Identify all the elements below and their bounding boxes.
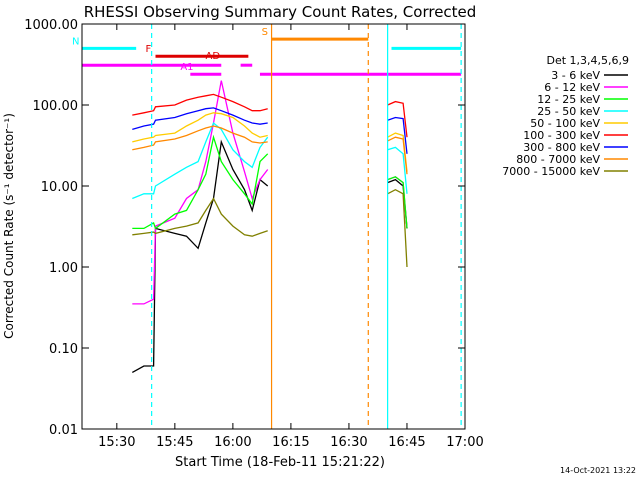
vertical-markers	[151, 24, 462, 429]
flag-label: AD	[206, 51, 221, 62]
series-line	[132, 125, 408, 175]
flag-label: A1	[180, 62, 193, 73]
chart-title: RHESSI Observing Summary Count Rates, Co…	[84, 3, 477, 21]
x-tick-label: 17:00	[446, 435, 483, 450]
flag-label: N	[72, 36, 79, 47]
legend-label: 6 - 12 keV	[544, 81, 600, 94]
series-line	[132, 107, 408, 154]
x-tick-label: 16:15	[272, 435, 309, 450]
series-line	[132, 93, 408, 138]
x-tick-label: 15:45	[156, 435, 193, 450]
y-tick-label: 1000.00	[24, 18, 78, 33]
legend-title: Det 1,3,4,5,6,9	[546, 54, 629, 67]
legend-label: 50 - 100 keV	[530, 117, 600, 130]
legend-label: 7000 - 15000 keV	[502, 165, 600, 178]
x-tick-label: 15:30	[98, 435, 135, 450]
x-axis-label: Start Time (18-Feb-11 15:21:22)	[175, 455, 385, 470]
y-tick-label: 100.00	[33, 99, 79, 114]
flag-bars: N F AD A1 S	[72, 27, 462, 76]
legend-label: 12 - 25 keV	[537, 93, 600, 106]
legend-label: 800 - 7000 keV	[516, 153, 600, 166]
footer-timestamp: 14-Oct-2021 13:22	[560, 466, 636, 475]
legend-label: 300 - 800 keV	[523, 141, 600, 154]
series-line	[132, 188, 408, 268]
x-tick-label: 16:30	[330, 435, 367, 450]
series-line	[132, 134, 408, 230]
legend-label: 100 - 300 keV	[523, 129, 600, 142]
plot-frame	[81, 23, 466, 430]
legend-label: 3 - 6 keV	[551, 69, 600, 82]
x-tick-label: 16:00	[214, 435, 251, 450]
y-axis-label: Corrected Count Rate (s⁻¹ detector⁻¹)	[2, 113, 16, 339]
y-tick-label: 10.00	[41, 180, 78, 195]
axes: 15:30 15:45 16:00 16:15 16:30 16:45 17:00 0.01 0…	[24, 18, 484, 450]
series-lines	[131, 80, 408, 373]
x-tick-label: 16:45	[388, 435, 425, 450]
y-tick-label: 0.01	[49, 423, 78, 438]
flag-label: F	[146, 44, 152, 55]
legend-label: 25 - 50 keV	[537, 105, 600, 118]
series-line	[132, 121, 408, 200]
y-tick-label: 1.00	[49, 261, 78, 276]
flag-label: S	[262, 27, 268, 38]
y-tick-label: 0.10	[49, 342, 78, 357]
